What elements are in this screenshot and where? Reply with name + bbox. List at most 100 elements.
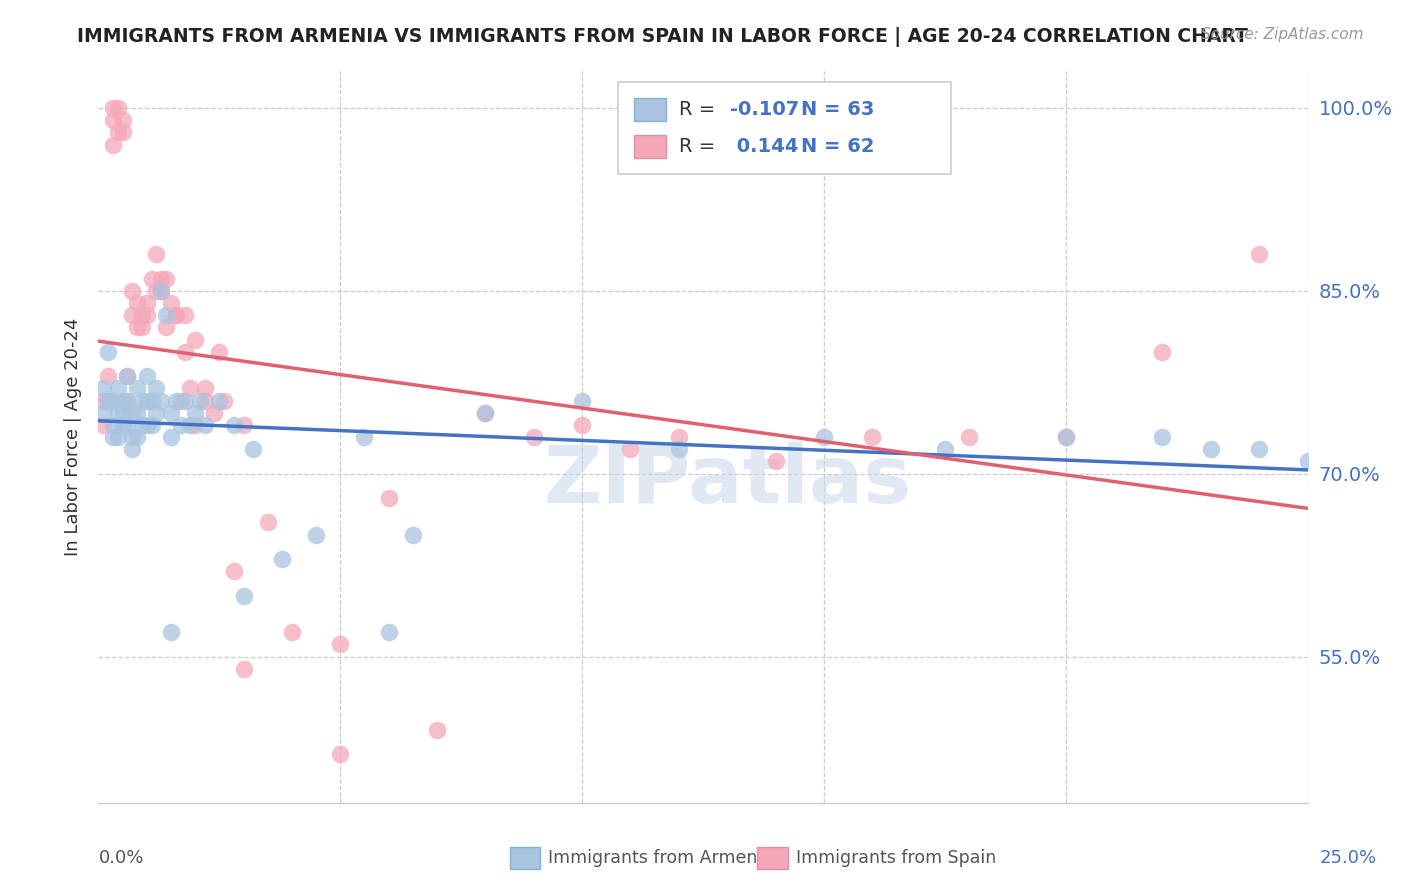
Text: R =: R = [679,100,721,119]
Point [329,637,352,651]
Point [97,393,120,408]
Point [813,430,835,444]
Point [1152,430,1174,444]
Point [1054,430,1077,444]
Point [117,393,139,408]
Text: 0.0%: 0.0% [98,848,143,867]
Point [208,344,231,359]
Point [135,369,157,384]
Point [111,417,134,432]
Point [934,442,956,457]
Point [1199,442,1222,457]
Point [127,430,149,444]
Text: Immigrants from Spain: Immigrants from Spain [796,848,997,867]
Point [121,308,143,322]
Point [426,723,449,737]
Point [165,308,187,322]
Point [271,552,294,566]
Point [1249,247,1271,261]
Point [150,393,173,408]
Point [101,417,124,432]
Text: ZIPatlas: ZIPatlas [543,442,911,520]
Point [107,101,129,115]
FancyBboxPatch shape [758,847,787,869]
Point [121,406,143,420]
Point [571,393,593,408]
Point [107,125,129,139]
Point [111,393,134,408]
Point [222,417,245,432]
Point [402,527,425,541]
Point [1152,344,1174,359]
Point [131,417,153,432]
Point [135,296,157,310]
Point [117,417,139,432]
Point [145,247,167,261]
Point [155,271,177,285]
Point [117,369,139,384]
Y-axis label: In Labor Force | Age 20-24: In Labor Force | Age 20-24 [63,318,82,557]
FancyBboxPatch shape [634,135,666,158]
Point [107,381,129,395]
Point [474,406,496,420]
Text: IMMIGRANTS FROM ARMENIA VS IMMIGRANTS FROM SPAIN IN LABOR FORCE | AGE 20-24 CORR: IMMIGRANTS FROM ARMENIA VS IMMIGRANTS FR… [77,27,1249,46]
Point [135,308,157,322]
FancyBboxPatch shape [619,82,950,174]
Point [305,527,328,541]
Text: N = 63: N = 63 [800,100,875,119]
Point [571,417,593,432]
Point [135,417,157,432]
Point [194,417,217,432]
Point [204,406,226,420]
Point [127,296,149,310]
Point [179,381,201,395]
Point [174,344,197,359]
Point [668,430,690,444]
Point [179,417,201,432]
Point [155,308,177,322]
Point [174,393,197,408]
Point [141,393,163,408]
Point [145,284,167,298]
Point [155,320,177,334]
Point [135,393,157,408]
Point [121,284,143,298]
Point [1296,454,1319,468]
Point [160,430,183,444]
Point [121,442,143,457]
Point [222,564,245,578]
Point [208,393,231,408]
Point [150,284,173,298]
Point [101,430,124,444]
Point [232,589,254,603]
Point [127,381,149,395]
Point [165,308,187,322]
Point [194,381,217,395]
Point [160,625,183,640]
FancyBboxPatch shape [509,847,540,869]
Point [212,393,235,408]
Text: -0.107: -0.107 [730,100,800,119]
Point [353,430,375,444]
Text: Source: ZipAtlas.com: Source: ZipAtlas.com [1201,27,1364,42]
Point [184,417,207,432]
Point [1054,430,1077,444]
Point [131,320,153,334]
Point [91,393,114,408]
Point [97,344,120,359]
Point [91,406,114,420]
Point [184,406,207,420]
Point [97,393,120,408]
FancyBboxPatch shape [634,98,666,121]
Point [107,406,129,420]
Point [329,747,352,761]
Point [619,442,641,457]
Point [194,393,217,408]
Point [174,308,197,322]
Point [169,393,191,408]
Point [111,406,134,420]
Point [107,430,129,444]
Point [91,381,114,395]
Point [184,333,207,347]
Point [150,271,173,285]
